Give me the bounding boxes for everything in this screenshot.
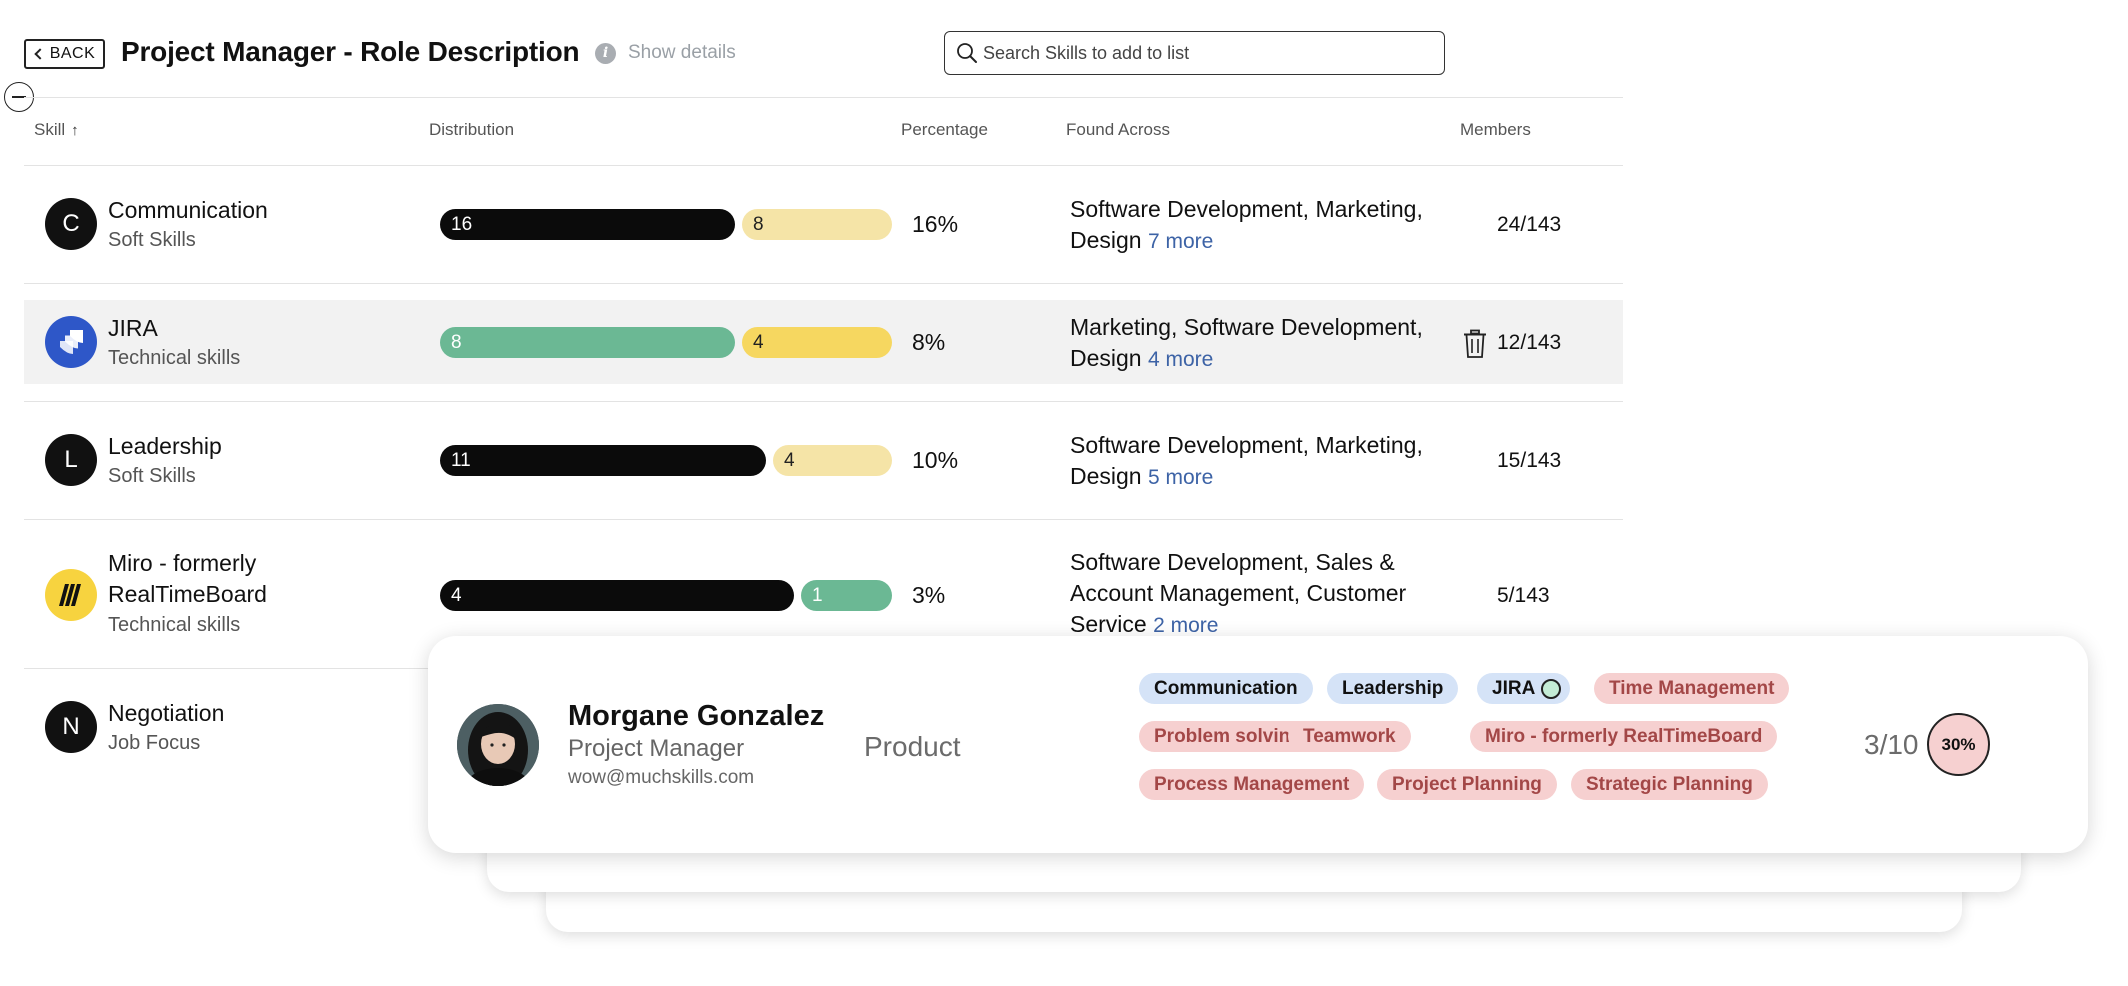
skill-score: 3/10: [1864, 729, 1919, 760]
distribution-bar-secondary: 8: [742, 209, 892, 240]
minus-icon: [12, 96, 26, 98]
skill-avatar: L: [45, 434, 97, 486]
table-row-communication[interactable]: C Communication Soft Skills 16 8 16% Sof…: [24, 166, 1623, 283]
column-header-skill[interactable]: Skill ↑: [34, 120, 79, 139]
skill-name: Miro - formerly RealTimeBoard: [108, 550, 267, 607]
skill-category: Soft Skills: [108, 465, 196, 487]
skill-name: Negotiation: [108, 700, 225, 726]
jira-logo-icon: [45, 316, 97, 368]
column-header-found-across: Found Across: [1066, 120, 1170, 139]
skill-category: Technical skills: [108, 347, 241, 369]
chevron-left-icon: [34, 48, 46, 60]
skill-percentage: 10%: [912, 447, 959, 473]
distribution-bar-primary: 16: [440, 209, 735, 240]
column-header-percentage: Percentage: [901, 120, 988, 139]
skill-name: Communication: [108, 197, 268, 223]
back-button[interactable]: BACK: [24, 39, 105, 69]
distribution-bar-primary: 8: [440, 327, 735, 358]
column-header-distribution: Distribution: [429, 120, 515, 139]
sort-ascending-icon: ↑: [71, 122, 79, 139]
members-count: 12/143: [1497, 331, 1562, 354]
more-link[interactable]: 5 more: [1148, 466, 1214, 489]
divider: [24, 401, 1623, 402]
skill-chip-missing: Time Management: [1594, 673, 1790, 704]
skill-percentage: 3%: [912, 582, 946, 608]
distribution-bar-secondary: 4: [742, 327, 892, 358]
table-row-negotiation[interactable]: N Negotiation Job Focus: [24, 669, 1623, 786]
table-row-miro[interactable]: Miro - formerly RealTimeBoard Technical s…: [24, 520, 1623, 668]
miro-logo-icon: [45, 569, 97, 621]
skill-search: [944, 31, 1445, 75]
distribution-bar-primary: 11: [440, 445, 766, 476]
distribution-bar-secondary: 1: [801, 580, 892, 611]
skill-percentage: 16%: [912, 211, 959, 237]
divider: [24, 519, 1623, 520]
skill-chip-missing: Teamwork: [1288, 721, 1411, 752]
skill-chip-missing: Miro - formerly RealTimeBoard: [1470, 721, 1778, 752]
skill-avatar: C: [45, 198, 97, 250]
distribution-bar-primary: 4: [440, 580, 794, 611]
skill-chip-missing: Strategic Planning: [1571, 769, 1768, 800]
skill-name: Leadership: [108, 433, 222, 459]
skill-chip-matched: Communication: [1139, 673, 1313, 704]
skill-chip-matched: JIRA: [1477, 673, 1571, 704]
info-icon: i: [595, 42, 616, 64]
found-across: Marketing, Software Development, Design …: [1070, 314, 1423, 371]
skill-chip-missing: Problem solving: [1139, 721, 1317, 752]
skill-chip-missing: Project Planning: [1377, 769, 1557, 800]
skill-category: Job Focus: [108, 732, 201, 754]
member-email: wow@muchskills.com: [568, 767, 755, 788]
show-details-label: Show details: [628, 42, 736, 63]
show-details-toggle[interactable]: i Show details: [595, 42, 736, 64]
avatar: [457, 704, 539, 786]
more-link[interactable]: 7 more: [1148, 230, 1214, 253]
skill-category: Technical skills: [108, 614, 241, 636]
trash-icon[interactable]: [1462, 329, 1488, 359]
page-title: Project Manager - Role Description: [121, 36, 580, 67]
found-across: Software Development, Marketing, Design …: [1070, 432, 1423, 489]
member-team: Product: [864, 731, 961, 762]
members-count: 24/143: [1497, 213, 1562, 236]
members-count: 5/143: [1497, 584, 1550, 607]
column-header-members: Members: [1460, 120, 1531, 139]
back-label: BACK: [49, 45, 96, 62]
skill-chip-missing: Process Management: [1139, 769, 1365, 800]
member-card[interactable]: Morgane Gonzalez Project Manager wow@muc…: [428, 636, 2088, 853]
score-percent-badge: 30%: [1927, 713, 1990, 776]
members-count: 15/143: [1497, 449, 1562, 472]
skill-avatar: N: [45, 701, 97, 753]
divider: [24, 165, 1623, 166]
skill-category: Soft Skills: [108, 229, 196, 251]
more-link[interactable]: 4 more: [1148, 348, 1214, 371]
distribution-bar-secondary: 4: [773, 445, 892, 476]
divider: [24, 97, 1623, 98]
highlight-ring-icon: [1541, 678, 1562, 699]
found-across: Software Development, Sales & Account Ma…: [1070, 549, 1407, 637]
more-link[interactable]: 2 more: [1153, 614, 1219, 637]
search-icon: [957, 43, 977, 63]
divider: [24, 283, 1623, 284]
table-row-jira[interactable]: JIRA Technical skills 8 4 8% Marketing, …: [24, 300, 1623, 384]
search-input[interactable]: [983, 42, 1423, 64]
skill-percentage: 8%: [912, 329, 946, 355]
skill-name: JIRA: [108, 315, 158, 341]
member-name: Morgane Gonzalez: [568, 700, 825, 732]
found-across: Software Development, Marketing, Design …: [1070, 196, 1423, 253]
table-row-leadership[interactable]: L Leadership Soft Skills 11 4 10% Softwa…: [24, 402, 1623, 519]
skill-chip-matched: Leadership: [1327, 673, 1459, 704]
member-role: Project Manager: [568, 735, 745, 762]
